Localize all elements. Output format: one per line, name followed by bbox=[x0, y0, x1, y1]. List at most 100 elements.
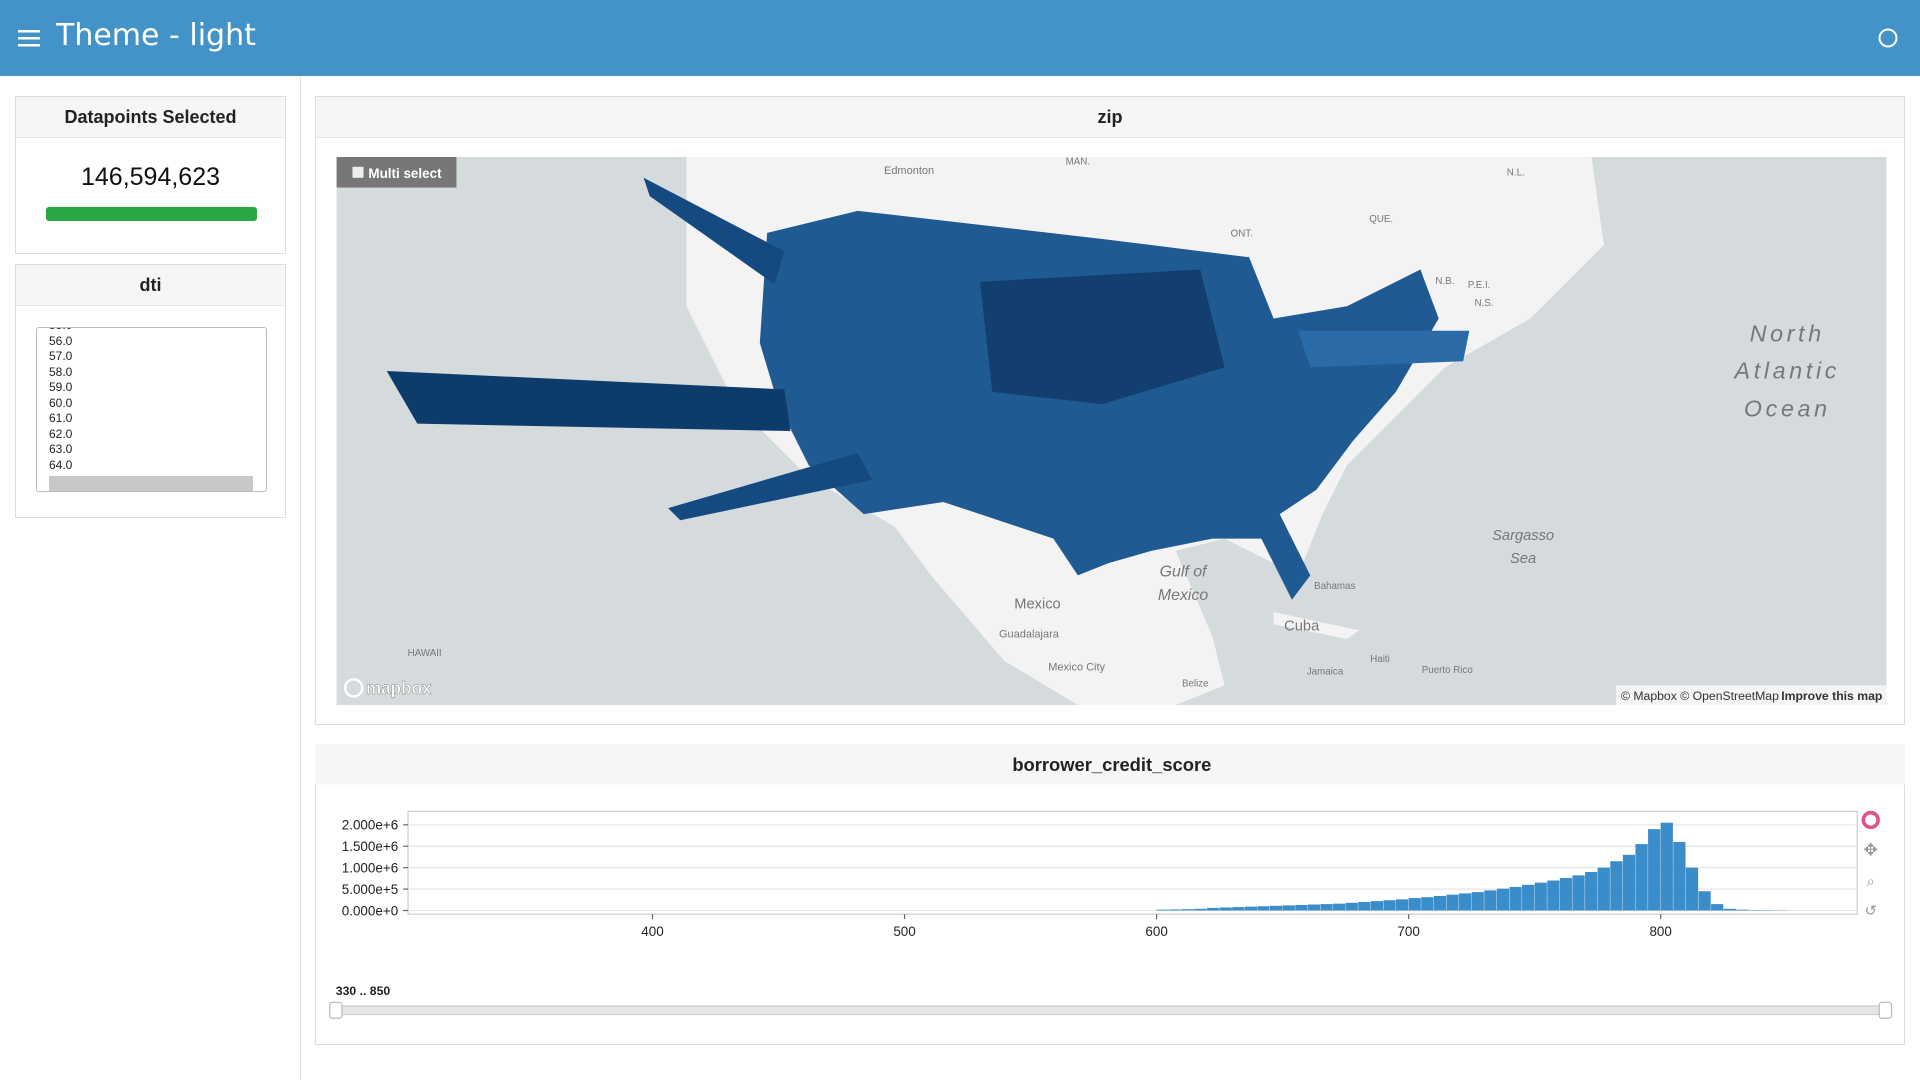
dti-option[interactable]: 57.0 bbox=[49, 349, 73, 363]
card-title: dti bbox=[16, 265, 285, 306]
bar bbox=[1509, 886, 1522, 911]
bar bbox=[1194, 908, 1207, 911]
map-label: Edmonton bbox=[884, 165, 934, 177]
map-label: Atlantic bbox=[1733, 357, 1841, 383]
map[interactable]: Multi select mapbox © Mapbox © OpenStree… bbox=[336, 157, 1887, 705]
bar bbox=[1547, 880, 1560, 911]
bar bbox=[1282, 905, 1295, 911]
bar bbox=[1622, 854, 1636, 911]
bar bbox=[1345, 902, 1358, 911]
map-label: Mexico bbox=[1014, 596, 1060, 612]
bar bbox=[1559, 877, 1573, 911]
bar bbox=[1370, 901, 1384, 911]
bar bbox=[1396, 899, 1409, 911]
map-label: Sargasso bbox=[1492, 528, 1554, 544]
bar bbox=[1320, 904, 1333, 911]
bar bbox=[1698, 891, 1711, 911]
map-label: Cuba bbox=[1284, 618, 1320, 634]
header-title: Theme - light bbox=[56, 18, 256, 53]
map-label: N.S. bbox=[1474, 298, 1493, 309]
bar bbox=[1257, 906, 1270, 911]
map-label: Jamaica bbox=[1307, 666, 1344, 677]
attribution[interactable]: © Mapbox © OpenStreetMap bbox=[1621, 689, 1779, 703]
mapbox-logo: mapbox bbox=[366, 679, 432, 698]
range-slider[interactable] bbox=[335, 1005, 1887, 1016]
reset-tool[interactable]: ↺ bbox=[1865, 903, 1877, 919]
land bbox=[1273, 612, 1360, 639]
indicator-card: Datapoints Selected 146,594,623 bbox=[15, 96, 286, 254]
menu-icon[interactable] bbox=[18, 28, 42, 48]
bar bbox=[1421, 897, 1434, 911]
bar bbox=[1635, 844, 1648, 911]
dti-option[interactable]: 61.0 bbox=[49, 411, 73, 425]
zoom-tool[interactable]: ⌕ bbox=[1867, 874, 1875, 890]
toolbar-logo[interactable] bbox=[1861, 810, 1880, 830]
bar bbox=[1408, 898, 1421, 911]
map-label: Mexico bbox=[1158, 587, 1208, 604]
x-tick-label: 600 bbox=[1145, 924, 1167, 939]
dti-option[interactable]: 55.0 bbox=[37, 328, 266, 334]
y-tick-label: 1.000e+6 bbox=[342, 861, 398, 876]
dti-option[interactable]: 64.0 bbox=[49, 457, 73, 472]
map-label: Belize bbox=[1182, 679, 1209, 690]
map-label: P.E.I. bbox=[1468, 280, 1491, 291]
x-tick-label: 400 bbox=[641, 924, 663, 939]
region-fill bbox=[1298, 330, 1470, 368]
bar bbox=[1156, 909, 1169, 911]
bar bbox=[1471, 892, 1484, 911]
bar bbox=[1723, 908, 1736, 911]
bar bbox=[1711, 904, 1724, 911]
map-label: Haiti bbox=[1370, 654, 1390, 665]
map-label: MAN. bbox=[1066, 157, 1090, 167]
bar bbox=[1484, 890, 1497, 911]
slider-handle[interactable] bbox=[1878, 1001, 1893, 1019]
dti-option[interactable]: 59.0 bbox=[49, 380, 73, 394]
dti-card: dti 55.056.057.058.059.060.061.062.063.0… bbox=[15, 264, 286, 518]
range-label: 330 .. 850 bbox=[336, 984, 391, 998]
bar bbox=[1206, 907, 1220, 911]
y-tick-label: 5.000e+5 bbox=[342, 882, 398, 897]
dti-select[interactable]: 55.056.057.058.059.060.061.062.063.064.0 bbox=[36, 327, 267, 492]
region-fill bbox=[668, 453, 873, 521]
checkbox[interactable] bbox=[352, 166, 364, 178]
panel-title: zip bbox=[316, 97, 1904, 138]
dti-list: 55.056.057.058.059.060.061.062.063.064.0 bbox=[37, 328, 266, 473]
pan-tool[interactable]: ✥ bbox=[1864, 839, 1878, 859]
bar bbox=[1244, 906, 1258, 911]
region-fill bbox=[759, 210, 1439, 600]
chart-title: borrower_credit_score bbox=[1012, 754, 1211, 775]
x-tick-label: 700 bbox=[1397, 924, 1419, 939]
map-label: Ocean bbox=[1744, 395, 1831, 421]
indicator-value: 146,594,623 bbox=[80, 163, 221, 191]
attribution-box bbox=[1616, 685, 1887, 705]
map-label: North bbox=[1750, 321, 1825, 347]
y-tick-label: 0.000e+0 bbox=[342, 903, 398, 918]
bar bbox=[1522, 884, 1535, 911]
map-label: N.L. bbox=[1507, 167, 1525, 178]
slider-handle[interactable] bbox=[329, 1001, 343, 1019]
dti-option[interactable]: 60.0 bbox=[49, 395, 73, 410]
bar bbox=[1169, 909, 1182, 911]
bar bbox=[1496, 888, 1510, 911]
bar bbox=[1333, 903, 1346, 911]
dti-option[interactable]: 62.0 bbox=[49, 426, 73, 441]
map-label: N.B. bbox=[1435, 276, 1454, 287]
header: Theme - light bbox=[0, 0, 1920, 76]
bar bbox=[1585, 871, 1598, 911]
bar bbox=[1383, 900, 1396, 911]
dti-option[interactable]: 56.0 bbox=[49, 333, 73, 348]
bar bbox=[1459, 893, 1472, 911]
scrollbar[interactable] bbox=[49, 476, 253, 491]
status-icon bbox=[1878, 28, 1898, 48]
map-label: Sea bbox=[1510, 551, 1536, 567]
dti-option[interactable]: 58.0 bbox=[49, 364, 73, 379]
bar bbox=[1232, 907, 1245, 911]
bar bbox=[1610, 861, 1623, 911]
improve-map[interactable]: Improve this map bbox=[1781, 689, 1882, 703]
dti-option[interactable]: 63.0 bbox=[49, 442, 73, 456]
bar bbox=[1660, 822, 1673, 911]
y-tick-label: 2.000e+6 bbox=[342, 818, 398, 833]
map-label: Bahamas bbox=[1314, 581, 1355, 592]
map-label: Puerto Rico bbox=[1422, 665, 1474, 676]
